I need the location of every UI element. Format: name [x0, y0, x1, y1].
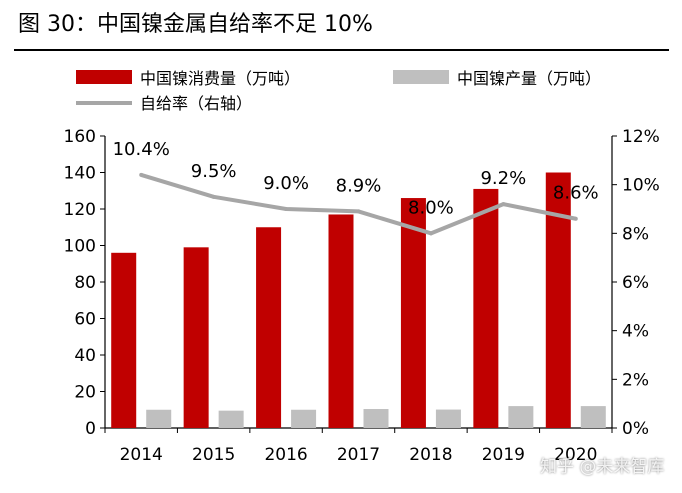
production-bar — [580, 406, 606, 428]
ratio-data-label: 8.9% — [336, 175, 382, 196]
ratio-data-label: 10.4% — [113, 139, 170, 160]
legend-label-consumption: 中国镍消费量（万吨） — [140, 69, 300, 88]
legend-label-ratio: 自给率（右轴） — [140, 94, 252, 113]
production-bar — [146, 409, 172, 428]
ratio-data-label: 9.0% — [263, 173, 309, 194]
x-axis-tick-label: 2020 — [554, 445, 597, 465]
axes: 0 20 40 60 80 100 120 140 160 0% 2% 4% 6% 8% 10% 12% 201… — [64, 127, 660, 465]
data-labels: 10.4% 9.5% 9.0% 8.9% 8.0% 9.2% 8.6% — [113, 139, 599, 218]
consumption-bar — [328, 214, 354, 428]
ratio-point — [356, 209, 361, 214]
legend-label-production: 中国镍产量（万吨） — [457, 69, 601, 88]
left-axis-tick-label: 80 — [74, 273, 96, 293]
left-axis-tick-label: 120 — [64, 200, 96, 220]
left-axis-tick-label: 140 — [64, 164, 96, 184]
ratio-point — [428, 231, 433, 236]
ratio-data-label: 9.2% — [480, 168, 526, 189]
ratio-line-group — [139, 172, 578, 236]
ratio-point — [573, 216, 578, 221]
right-axis-tick-label: 4% — [622, 322, 649, 342]
ratio-data-label: 8.0% — [408, 197, 454, 218]
ratio-point — [284, 207, 289, 211]
left-axis-tick-label: 0 — [85, 419, 96, 439]
watermark: 知乎 @未来智库 — [540, 457, 665, 477]
right-axis-tick-label: 8% — [622, 224, 649, 244]
production-bar — [435, 409, 461, 428]
consumption-bar — [545, 172, 571, 428]
title-divider — [14, 49, 669, 51]
right-axis-tick-label: 2% — [622, 370, 649, 390]
legend: 中国镍消费量（万吨） 中国镍产量（万吨） 自给率（右轴） — [76, 69, 601, 113]
x-axis-tick-label: 2019 — [482, 445, 525, 465]
consumption-bar — [256, 227, 282, 428]
right-axis-tick-label: 10% — [622, 176, 660, 196]
production-bar — [218, 410, 244, 428]
ratio-point — [211, 194, 216, 199]
left-axis-tick-label: 100 — [64, 237, 96, 257]
x-axis-tick-label: 2015 — [192, 445, 235, 465]
chart-title: 图 30：中国镍金属自给率不足 10% — [18, 12, 373, 37]
legend-swatch-consumption — [76, 70, 132, 84]
left-axis-tick-label: 40 — [74, 346, 96, 366]
consumption-bar — [473, 188, 499, 428]
x-axis-tick-label: 2016 — [264, 445, 307, 465]
left-axis-tick-label: 160 — [64, 127, 96, 147]
right-axis-tick-label: 6% — [622, 273, 649, 293]
left-axis-tick-label: 60 — [74, 310, 96, 330]
x-axis-tick-label: 2014 — [120, 445, 163, 465]
ratio-data-label: 9.5% — [191, 161, 237, 182]
right-axis-tick-label: 0% — [622, 419, 649, 439]
consumption-bar — [400, 198, 426, 428]
x-axis-tick-label: 2017 — [337, 445, 380, 465]
consumption-bar — [183, 247, 209, 428]
left-axis-tick-label: 20 — [74, 383, 96, 403]
legend-swatch-production — [393, 70, 449, 84]
ratio-point — [501, 202, 506, 207]
production-bar — [508, 406, 534, 428]
consumption-bar — [111, 252, 137, 428]
production-bar — [363, 409, 389, 428]
right-axis-tick-label: 12% — [622, 127, 660, 147]
ratio-point — [139, 172, 144, 177]
x-axis-tick-label: 2018 — [409, 445, 452, 465]
production-bar — [291, 409, 317, 428]
ratio-data-label: 8.6% — [553, 183, 599, 204]
